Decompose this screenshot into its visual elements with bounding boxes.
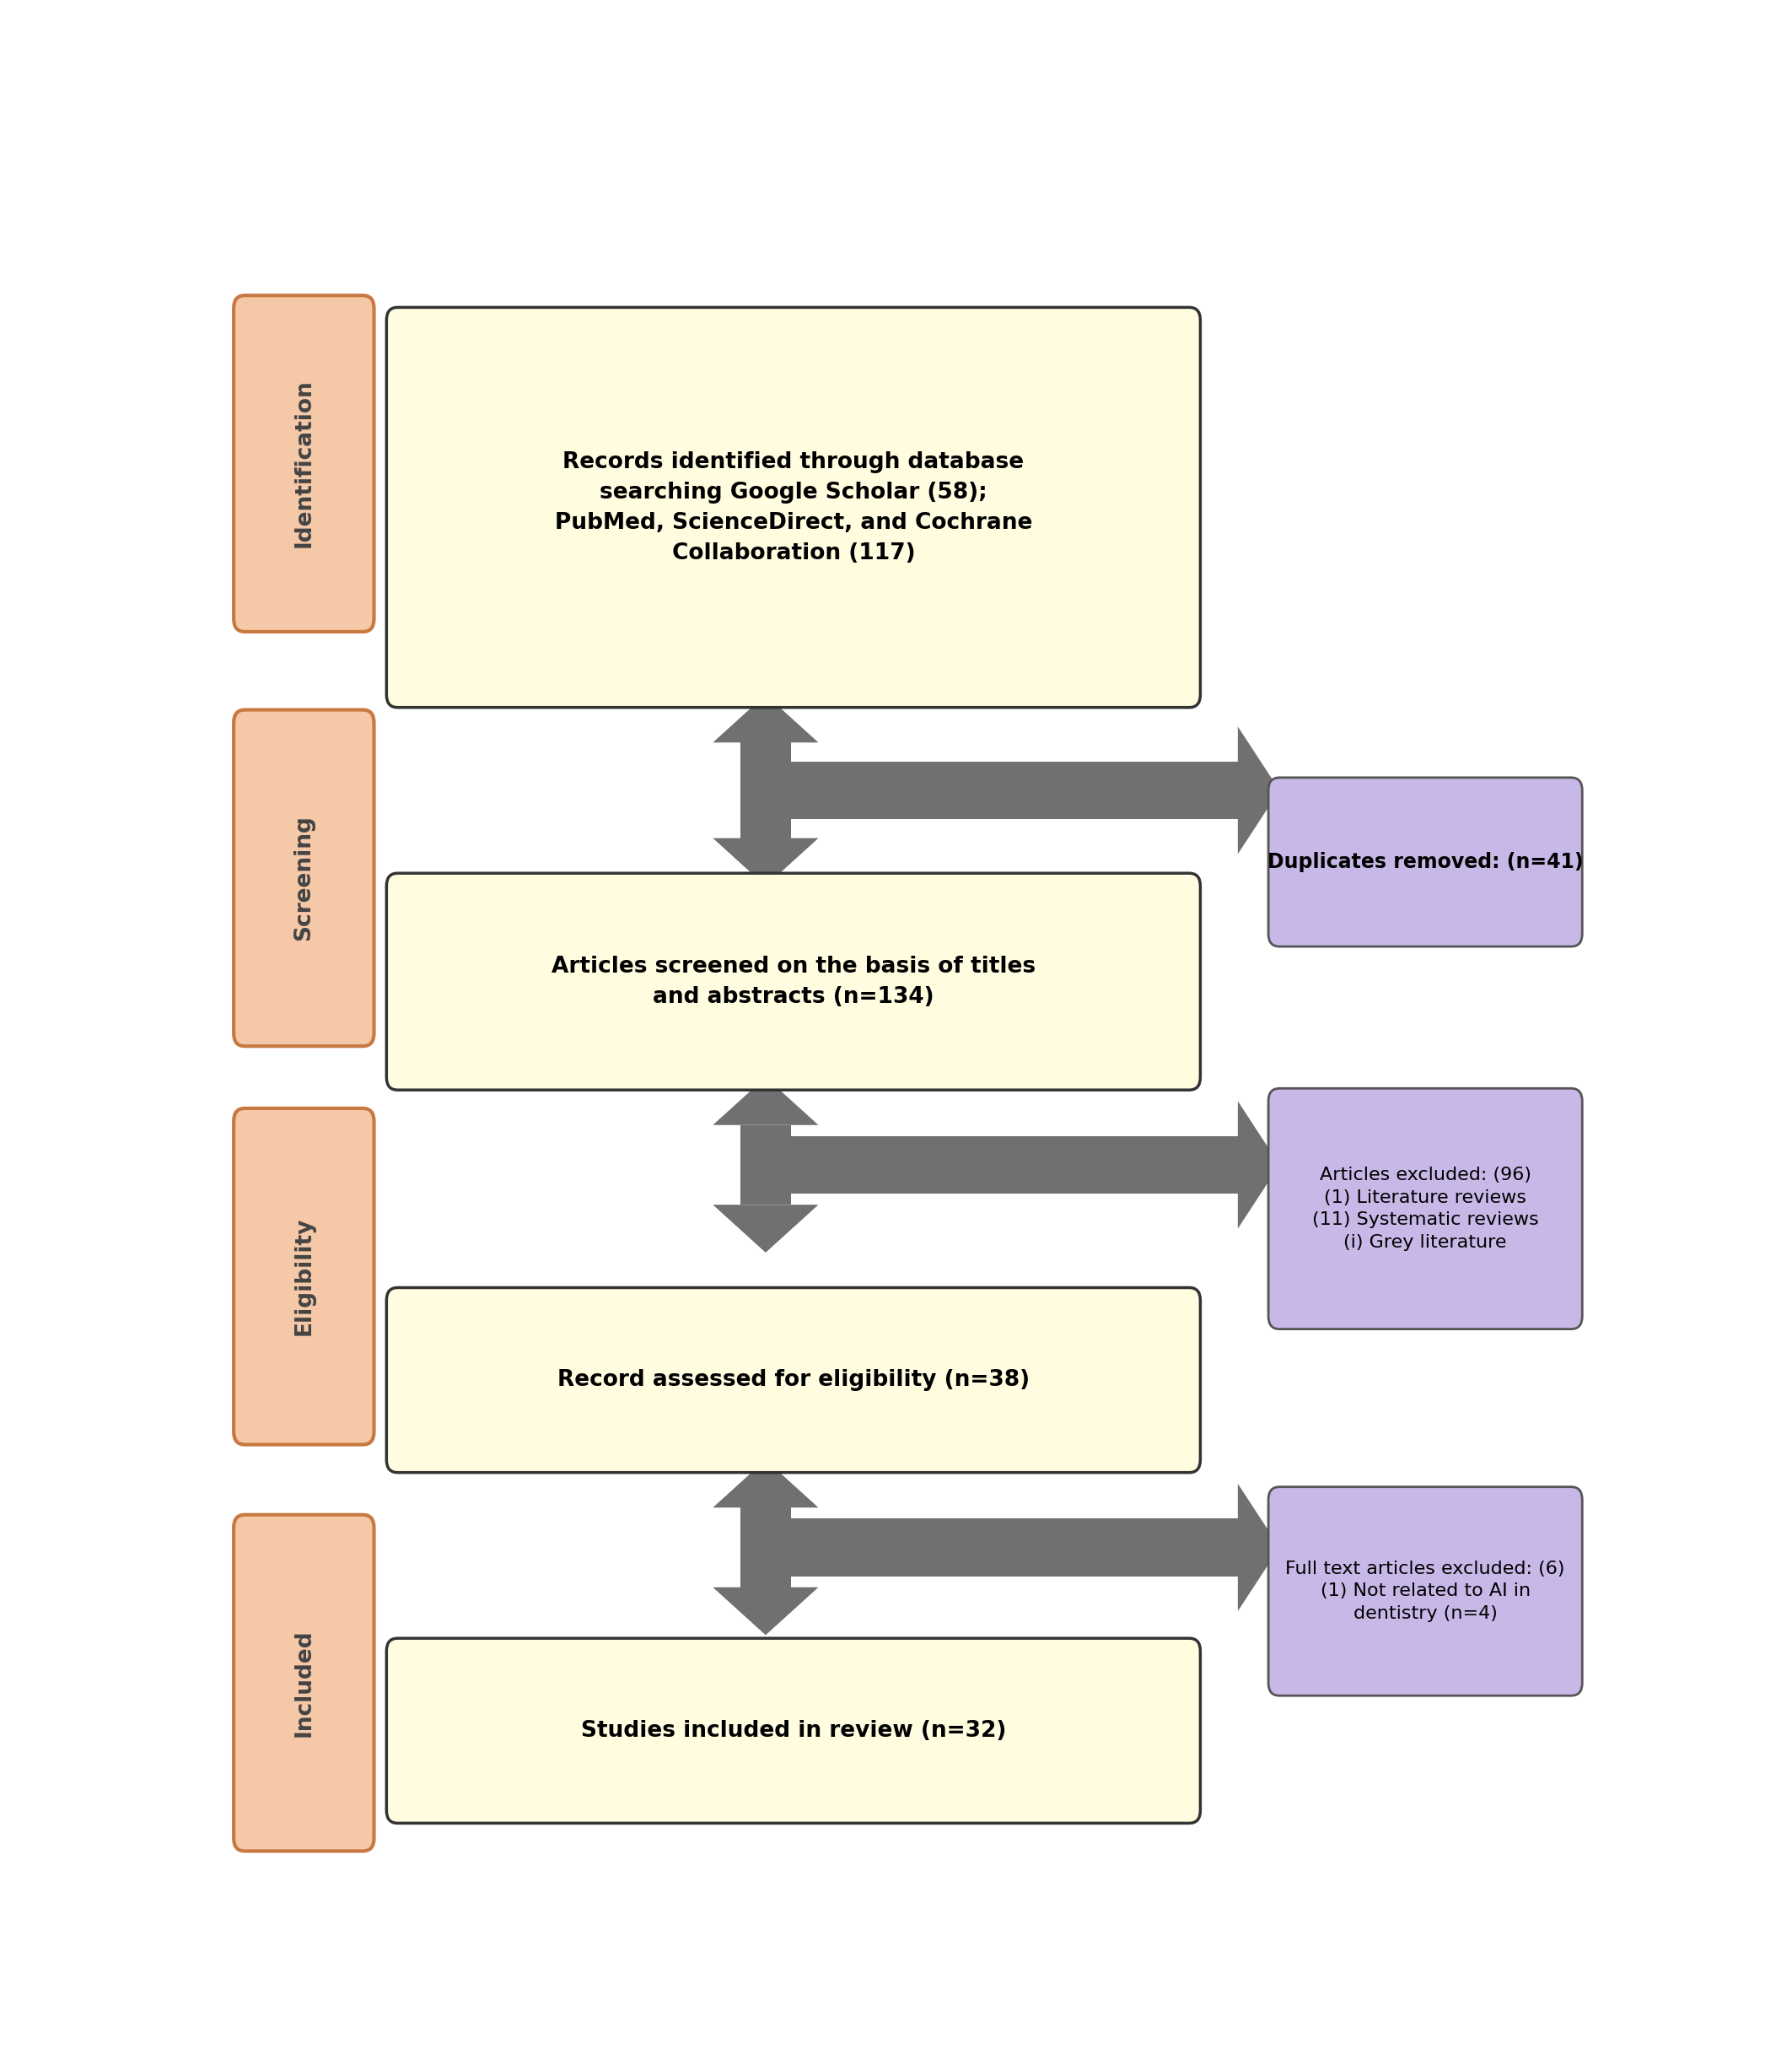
Polygon shape: [765, 1136, 1238, 1194]
FancyBboxPatch shape: [233, 710, 375, 1045]
FancyBboxPatch shape: [1269, 1089, 1582, 1329]
Polygon shape: [1238, 1484, 1279, 1610]
FancyBboxPatch shape: [387, 1637, 1201, 1824]
FancyBboxPatch shape: [1269, 1486, 1582, 1695]
Text: Articles screened on the basis of titles
and abstracts (n=134): Articles screened on the basis of titles…: [552, 956, 1036, 1008]
Polygon shape: [713, 1205, 819, 1252]
Text: Record assessed for eligibility (n=38): Record assessed for eligibility (n=38): [557, 1368, 1030, 1391]
Polygon shape: [713, 696, 819, 743]
Text: Records identified through database
searching Google Scholar (58);
PubMed, Scien: Records identified through database sear…: [554, 451, 1032, 563]
FancyBboxPatch shape: [233, 1107, 375, 1445]
FancyBboxPatch shape: [387, 306, 1201, 708]
Polygon shape: [1238, 727, 1279, 855]
Text: Duplicates removed: (n=41): Duplicates removed: (n=41): [1267, 853, 1584, 871]
Polygon shape: [765, 1519, 1238, 1575]
Text: Full text articles excluded: (6)
(1) Not related to AI in
dentistry (n=4): Full text articles excluded: (6) (1) Not…: [1285, 1561, 1564, 1623]
Polygon shape: [765, 762, 1238, 820]
Text: Articles excluded: (96)
(1) Literature reviews
(11) Systematic reviews
(i) Grey : Articles excluded: (96) (1) Literature r…: [1312, 1167, 1539, 1250]
FancyBboxPatch shape: [233, 296, 375, 631]
Text: Eligibility: Eligibility: [292, 1217, 315, 1335]
Text: Included: Included: [292, 1629, 315, 1737]
Polygon shape: [740, 743, 790, 838]
Text: Screening: Screening: [292, 816, 315, 940]
FancyBboxPatch shape: [233, 1515, 375, 1851]
Text: Studies included in review (n=32): Studies included in review (n=32): [581, 1720, 1005, 1741]
Polygon shape: [713, 1076, 819, 1126]
Polygon shape: [740, 1507, 790, 1588]
Polygon shape: [740, 1126, 790, 1205]
FancyBboxPatch shape: [387, 1288, 1201, 1472]
Polygon shape: [1238, 1101, 1279, 1230]
Polygon shape: [713, 838, 819, 886]
Polygon shape: [713, 1588, 819, 1635]
Text: Identification: Identification: [292, 379, 315, 549]
FancyBboxPatch shape: [1269, 778, 1582, 946]
FancyBboxPatch shape: [387, 874, 1201, 1091]
Polygon shape: [713, 1459, 819, 1507]
